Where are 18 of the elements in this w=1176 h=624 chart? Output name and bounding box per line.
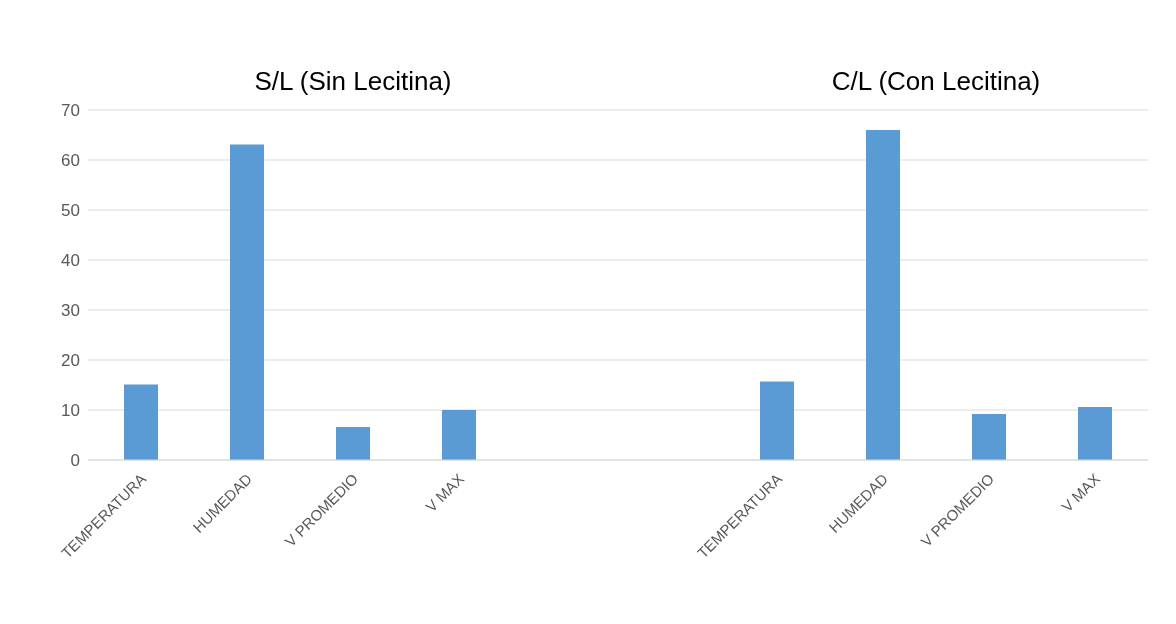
y-tick-label: 0 xyxy=(70,451,80,471)
y-tick-label: 30 xyxy=(61,301,80,321)
bar xyxy=(1078,407,1112,460)
bar xyxy=(442,410,476,460)
bar xyxy=(972,414,1006,460)
bar xyxy=(760,381,794,460)
y-tick-label: 70 xyxy=(61,101,80,121)
y-tick-label: 10 xyxy=(61,401,80,421)
text: C/L (Con Lecitina) xyxy=(830,66,1042,97)
bar xyxy=(336,427,370,460)
y-tick-label: 20 xyxy=(61,351,80,371)
y-tick-label: 40 xyxy=(61,251,80,271)
bar xyxy=(230,144,264,460)
text: S/L (Sin Lecitina) xyxy=(253,66,453,97)
bar xyxy=(866,130,900,460)
y-tick-label: 50 xyxy=(61,201,80,221)
y-tick-label: 60 xyxy=(61,151,80,171)
bar xyxy=(124,384,158,460)
